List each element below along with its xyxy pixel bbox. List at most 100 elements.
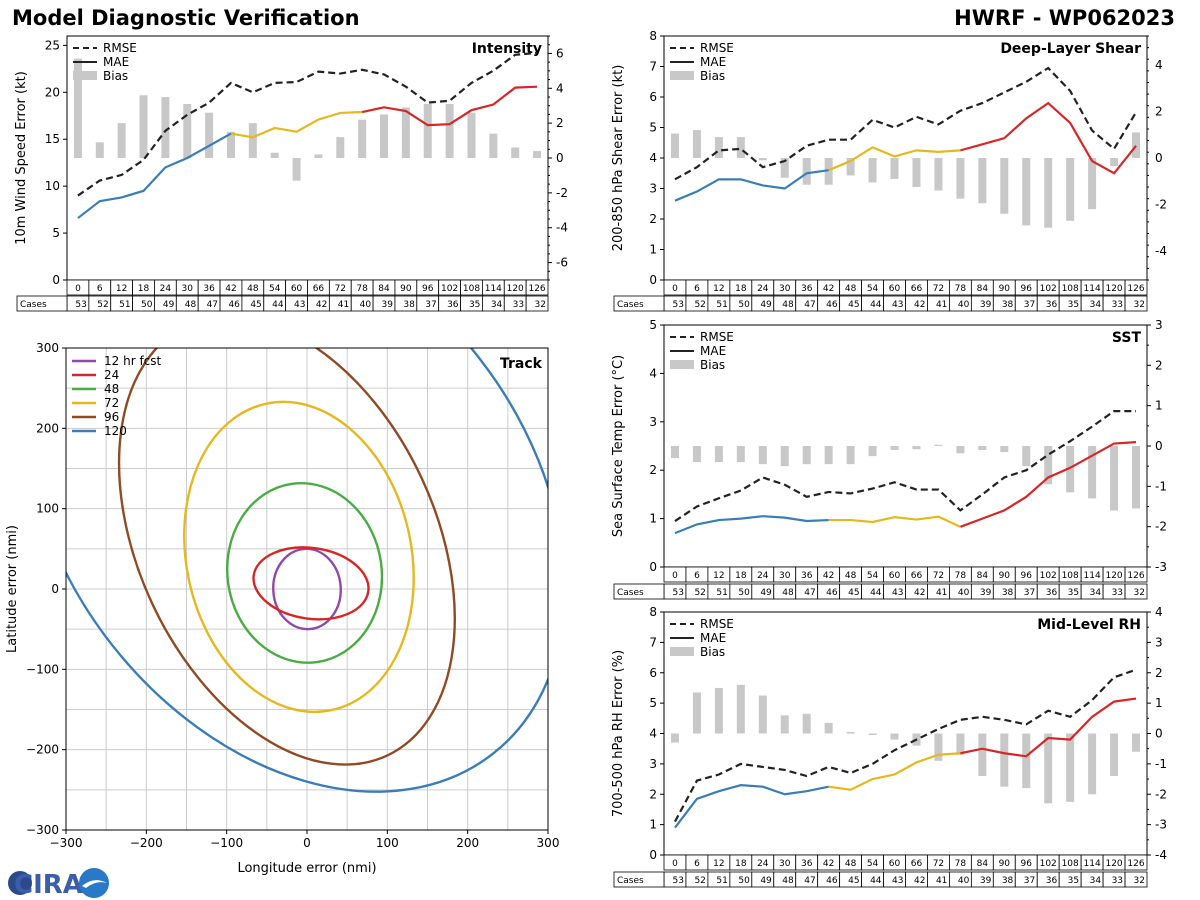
mae-line-segment	[828, 515, 961, 528]
cases-value: 45	[848, 588, 859, 598]
y-tick-label: −100	[26, 662, 59, 676]
cases-value: 43	[892, 876, 903, 886]
x-tick-label: 60	[291, 284, 303, 294]
y-tick-label: 5	[649, 696, 657, 710]
bias-bar	[714, 137, 723, 158]
x-tick-label: 42	[225, 284, 236, 294]
x-tick-label: 66	[911, 284, 923, 294]
cases-value: 32	[1134, 300, 1145, 310]
legend-mae-label: MAE	[103, 55, 129, 69]
x-tick-label: 102	[1040, 284, 1057, 294]
cases-value: 35	[1068, 300, 1079, 310]
mae-line-segment	[828, 146, 961, 172]
chart-title: Mid-Level RH	[1037, 617, 1141, 633]
y-tick-label: 15	[45, 132, 60, 146]
x-tick-label: 120	[1105, 571, 1122, 581]
cases-value: 51	[716, 588, 727, 598]
y2-tick-label: 0	[556, 151, 564, 165]
cases-value: 38	[1002, 300, 1014, 310]
legend-label: 72	[104, 396, 119, 410]
bias-bar	[161, 97, 170, 158]
x-tick-label: 72	[335, 284, 346, 294]
y-tick-label: 5	[649, 318, 657, 332]
plot-frame	[663, 35, 1148, 281]
legend-label: 24	[104, 368, 119, 382]
legend-label: 48	[104, 382, 119, 396]
bias-bar	[1022, 733, 1031, 789]
cases-value: 44	[870, 588, 882, 598]
x-tick-label: 30	[779, 571, 791, 581]
cases-value: 36	[1046, 588, 1058, 598]
y2-tick-label: -3	[1155, 818, 1167, 832]
bias-bar	[1110, 446, 1119, 511]
x-tick-label: 126	[528, 284, 545, 294]
cases-header-label: Cases	[617, 300, 644, 310]
y-tick-label: 1	[649, 818, 657, 832]
cases-value: 34	[491, 300, 503, 310]
bias-bar	[978, 446, 987, 451]
cases-value: 34	[1090, 300, 1102, 310]
cases-value: 48	[782, 300, 794, 310]
legend-rmse-label: RMSE	[700, 617, 734, 631]
legend-bias-label: Bias	[700, 358, 725, 372]
legend-bias-swatch	[73, 71, 97, 80]
cases-value: 41	[338, 300, 349, 310]
x-tick-label: 60	[889, 859, 901, 869]
y-tick-label: 3	[649, 182, 657, 196]
cases-value: 34	[1090, 876, 1102, 886]
bias-bar	[1066, 733, 1075, 802]
cases-value: 36	[1046, 300, 1058, 310]
bias-bar	[1088, 733, 1097, 795]
cases-value: 45	[848, 300, 859, 310]
bias-bar	[1110, 158, 1119, 167]
bias-bar	[1132, 132, 1141, 158]
x-tick-label: 120	[1105, 859, 1122, 869]
bias-bar	[670, 733, 679, 743]
y-axis-label: Latitude error (nmi)	[5, 525, 20, 653]
x-tick-label: 90	[999, 284, 1011, 294]
y-tick-label: 300	[36, 341, 59, 355]
x-tick-label: 78	[955, 284, 967, 294]
bias-bar	[1000, 158, 1009, 214]
x-tick-label: 66	[313, 284, 325, 294]
cases-value: 51	[716, 300, 727, 310]
bias-bar	[1022, 446, 1031, 467]
x-tick-label: 120	[1105, 284, 1122, 294]
bias-bar	[692, 692, 701, 734]
x-tick-label: 78	[356, 284, 368, 294]
y2-tick-label: 0	[1155, 151, 1163, 165]
x-tick-label: 78	[955, 859, 967, 869]
x-tick-cell	[525, 279, 549, 296]
x-tick-label: 54	[867, 859, 879, 869]
cases-value: 46	[826, 300, 838, 310]
cases-value: 32	[1134, 588, 1145, 598]
bias-bar	[802, 446, 811, 465]
cases-header-label: Cases	[617, 876, 644, 886]
y-tick-label: 25	[45, 38, 60, 52]
cases-value: 39	[382, 300, 394, 310]
cases-value: 33	[1112, 300, 1123, 310]
bias-bar	[1066, 446, 1075, 493]
cases-value: 45	[250, 300, 261, 310]
legend-rmse-label: RMSE	[700, 41, 734, 55]
legend-bias-label: Bias	[700, 645, 725, 659]
cases-value: 38	[1002, 588, 1014, 598]
y2-tick-label: 4	[1155, 58, 1163, 72]
x-tick-label: 60	[889, 571, 901, 581]
y-tick-label: 0	[649, 560, 657, 574]
cases-value: 50	[738, 588, 750, 598]
x-tick-label: 102	[441, 284, 458, 294]
y2-tick-label: -4	[1155, 848, 1167, 862]
bias-bar	[1044, 733, 1053, 804]
x-tick-label: 0	[672, 571, 678, 581]
x-tick-label: 114	[1084, 284, 1101, 294]
bias-bar	[314, 154, 323, 158]
cases-value: 51	[119, 300, 130, 310]
x-tick-label: 108	[1062, 284, 1079, 294]
error-ellipse	[272, 547, 342, 631]
cases-value: 47	[804, 876, 815, 886]
x-tick-label: 108	[1062, 571, 1079, 581]
cases-value: 38	[1002, 876, 1014, 886]
